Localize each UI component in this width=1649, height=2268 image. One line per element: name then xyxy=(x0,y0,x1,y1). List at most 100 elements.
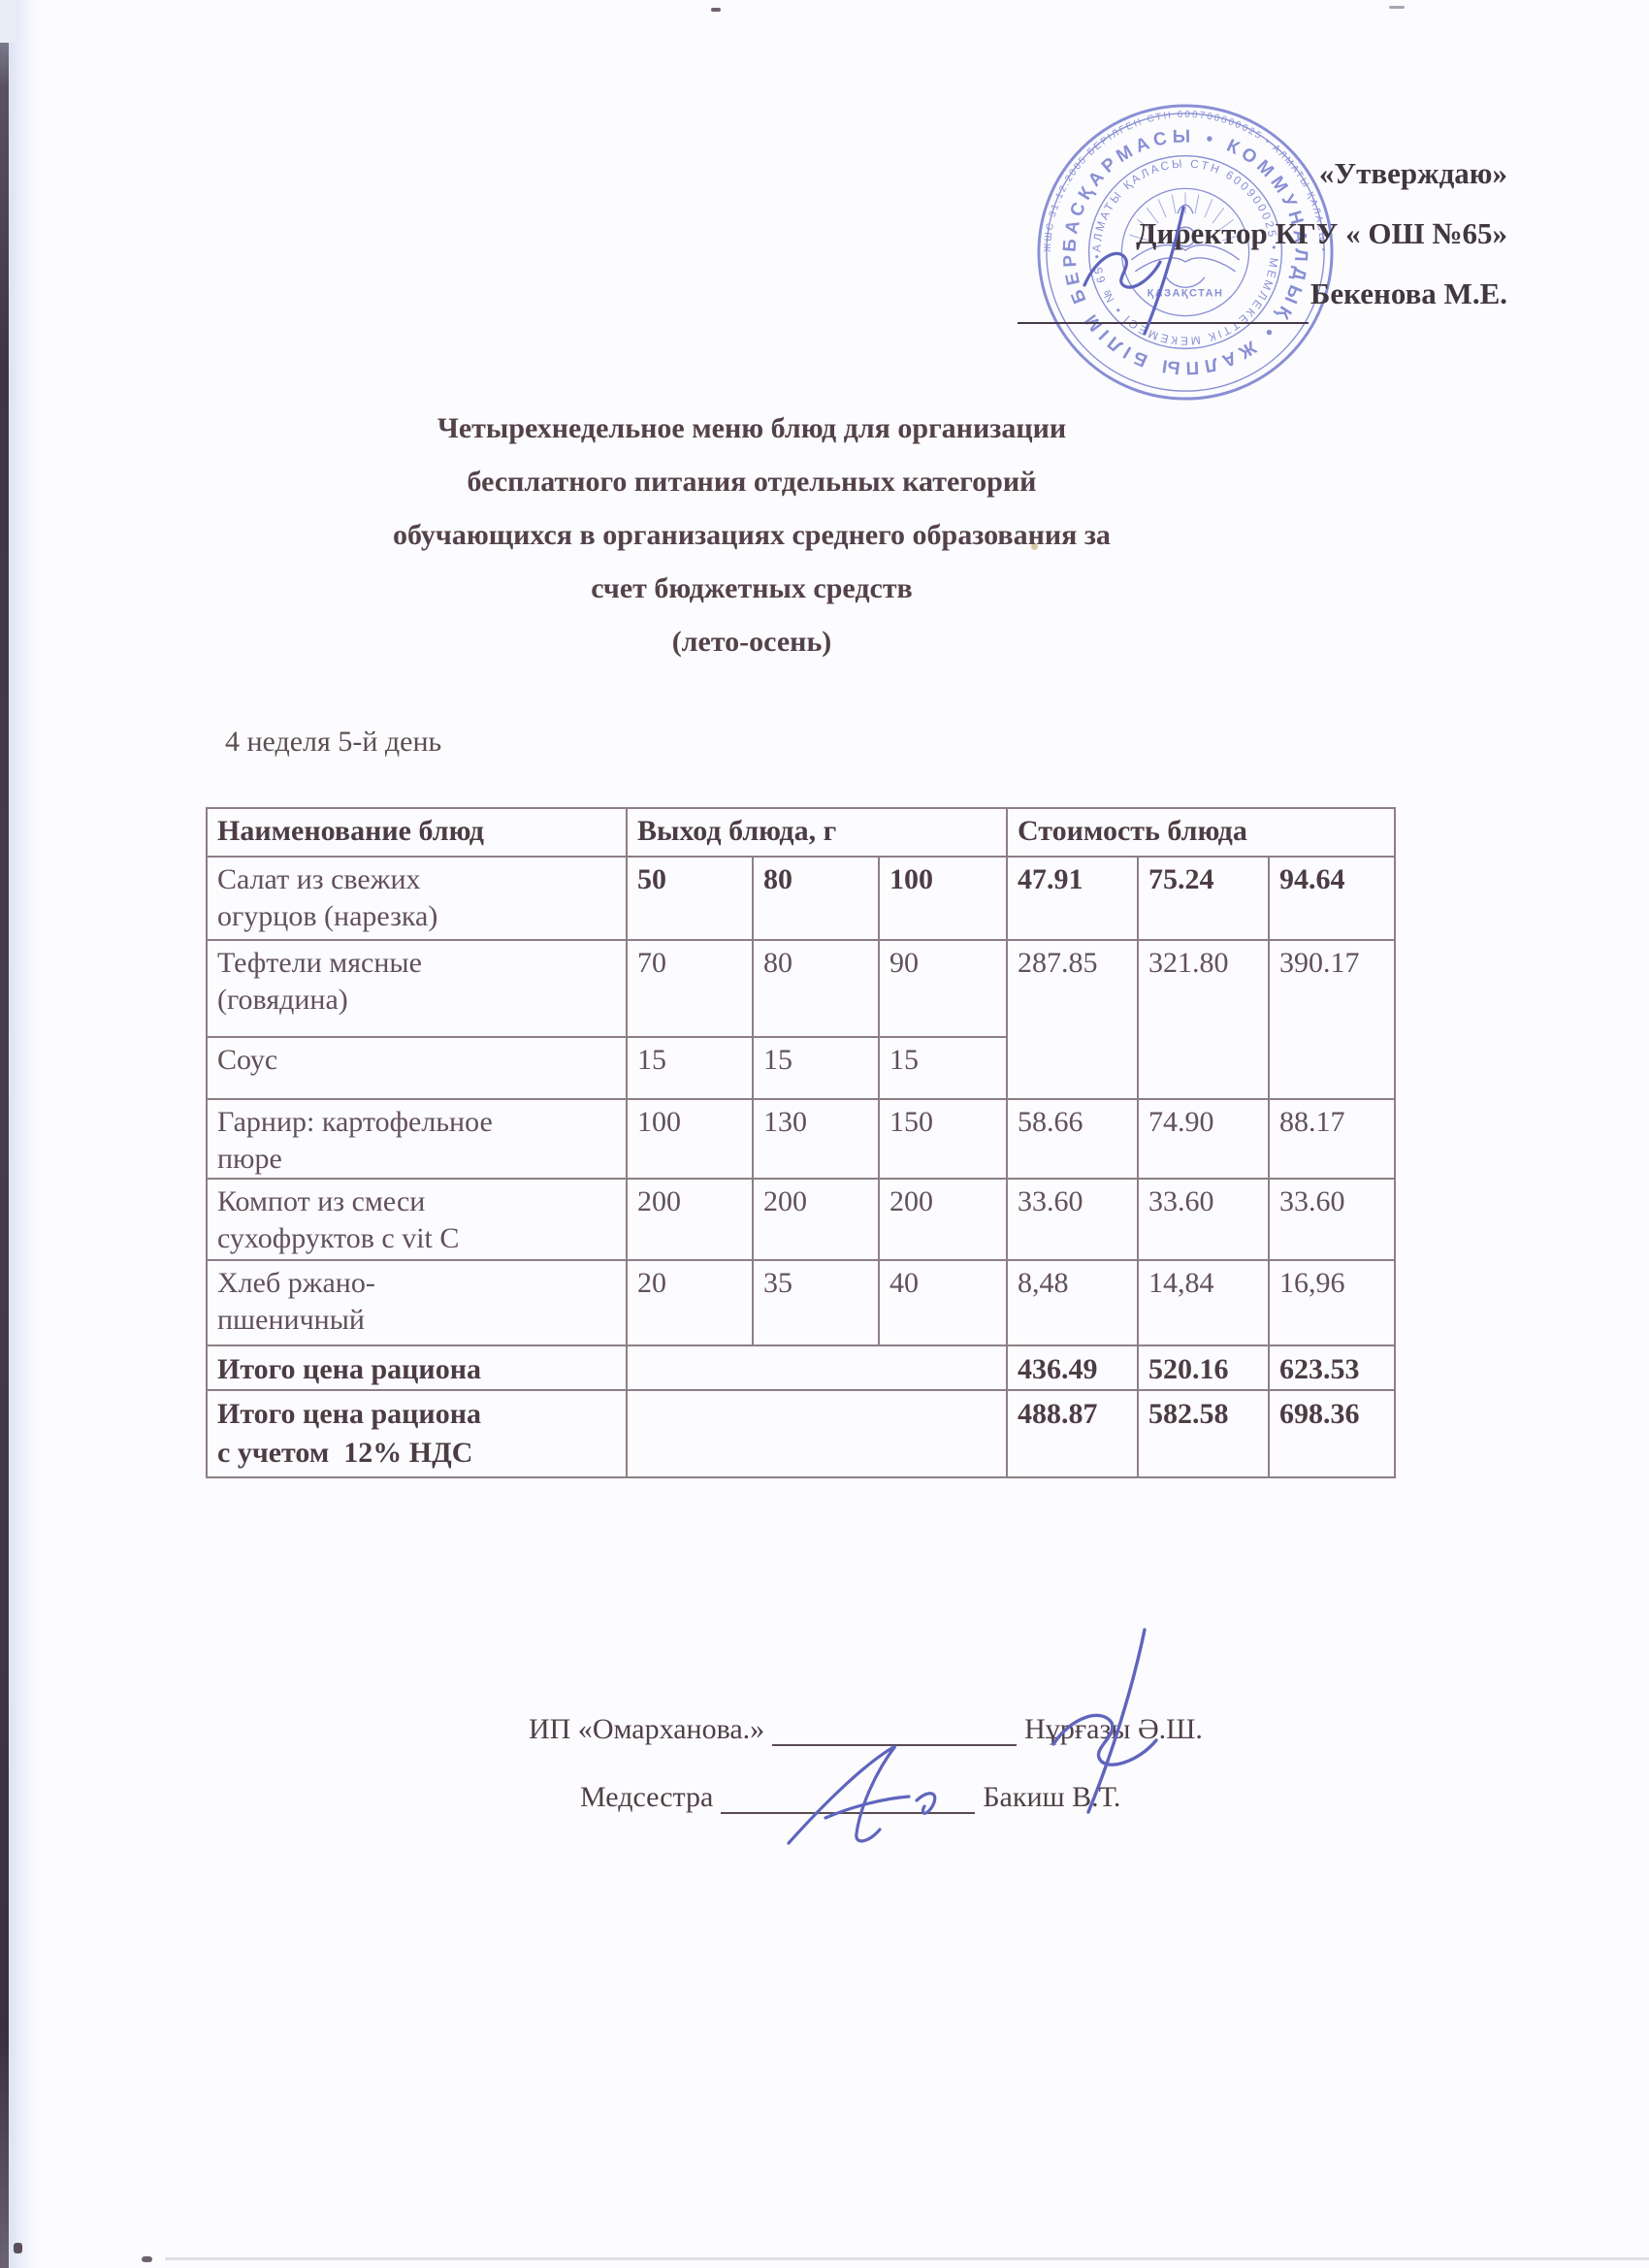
table-row-garnish: Гарнир: картофельное пюре 100 130 150 58… xyxy=(206,1098,1397,1180)
price-cell: 33.60 xyxy=(1268,1178,1397,1261)
nurse-label: Медсестра xyxy=(580,1781,714,1813)
dish-name-line: (говядина) xyxy=(217,984,348,1016)
approval-name: Бекенова М.Е. xyxy=(1310,276,1507,310)
total-label-line: Итого цена рациона xyxy=(217,1353,481,1385)
menu-table: Наименование блюд Выход блюда, г Стоимос… xyxy=(206,807,1397,1478)
title-line: счет бюджетных средств xyxy=(591,572,913,604)
scanner-edge-dark xyxy=(0,0,9,2268)
scan-speck xyxy=(14,2243,22,2253)
dish-name-cell: Компот из смеси сухофруктов с vit C xyxy=(206,1178,628,1261)
title-line: (лето-осень) xyxy=(671,626,832,658)
scan-speck xyxy=(1031,543,1038,550)
price-cell: 75.24 xyxy=(1137,856,1271,941)
weight-cell: 20 xyxy=(626,1259,754,1346)
empty-cell xyxy=(625,1389,1009,1478)
dish-name-line: пюре xyxy=(217,1143,282,1175)
stamp-center-text: ҚАЗАҚСТАН xyxy=(1148,288,1224,300)
weight-cell: 50 xyxy=(626,856,754,941)
dish-name-line: сухофруктов с vit C xyxy=(217,1222,460,1254)
dish-name-line: Компот из смеси xyxy=(217,1185,426,1217)
weight-cell: 40 xyxy=(877,1259,1009,1346)
weight-cell: 200 xyxy=(877,1178,1009,1261)
weight-cell: 200 xyxy=(626,1178,754,1261)
title-line: Четырехнедельное меню блюд для организац… xyxy=(436,412,1067,444)
weight-cell: 15 xyxy=(752,1036,880,1100)
table-row-total-vat: Итого цена рациона с учетом 12% НДС 488.… xyxy=(206,1389,1397,1478)
title-line: бесплатного питания отдельных категорий xyxy=(467,466,1037,498)
dish-name-line: Гарнир: картофельное xyxy=(217,1106,493,1138)
total-label-line: Итого цена рациона xyxy=(217,1398,481,1430)
director-signature-ink xyxy=(1083,206,1185,336)
dish-name-cell: Гарнир: картофельное пюре xyxy=(206,1098,628,1180)
weight-cell: 15 xyxy=(626,1036,754,1100)
total-price-cell: 436.49 xyxy=(1006,1345,1140,1391)
weight-cell: 200 xyxy=(752,1178,880,1261)
price-cell: 8,48 xyxy=(1006,1259,1140,1346)
weight-cell: 130 xyxy=(752,1098,880,1180)
weight-cell: 70 xyxy=(626,939,754,1038)
supplier-signature-ink xyxy=(1051,1628,1158,1814)
total-price-cell: 623.53 xyxy=(1268,1345,1397,1391)
weight-cell: 80 xyxy=(752,939,880,1038)
total-label-line: с учетом 12% НДС xyxy=(217,1437,473,1469)
col-header-cost: Стоимость блюда xyxy=(1006,807,1397,858)
weight-cell: 80 xyxy=(752,856,880,941)
dish-name-line: пшеничный xyxy=(217,1304,365,1336)
dish-name-cell: Соус xyxy=(206,1036,628,1100)
dish-name-line: Тефтели мясные xyxy=(217,947,422,979)
table-header-row: Наименование блюд Выход блюда, г Стоимос… xyxy=(206,807,1397,858)
approval-signature-row: Бекенова М.Е. xyxy=(1017,264,1507,324)
school-round-stamp-icon: ЖШС 31.12.2005 БЕРІЛГЕН СТН 600700000025… xyxy=(1037,104,1334,401)
dish-name-cell: Салат из свежих огурцов (нарезка) xyxy=(206,856,628,941)
scan-bottom-shadow xyxy=(165,2257,1649,2260)
supplier-label: ИП «Омарханова.» xyxy=(529,1713,765,1745)
price-cell: 74.90 xyxy=(1137,1098,1271,1180)
weight-cell: 15 xyxy=(877,1036,1009,1100)
total-price-cell: 698.36 xyxy=(1268,1389,1397,1478)
dish-name-line: Салат из свежих xyxy=(217,863,421,895)
price-cell: 390.17 xyxy=(1268,939,1397,1100)
approval-quote: «Утверждаю» xyxy=(1318,156,1507,190)
nurse-signature-line xyxy=(721,1773,976,1814)
total-vat-label-cell: Итого цена рациона с учетом 12% НДС xyxy=(206,1389,628,1478)
dish-name-line: огурцов (нарезка) xyxy=(217,900,438,932)
price-cell: 321.80 xyxy=(1137,939,1271,1100)
dish-name-line: Соус xyxy=(217,1044,278,1076)
dish-name-line: Хлеб ржано- xyxy=(217,1267,375,1299)
weight-cell: 100 xyxy=(877,856,1009,941)
weight-cell: 100 xyxy=(626,1098,754,1180)
scanner-corner xyxy=(0,0,16,43)
week-day-label: 4 неделя 5-й день xyxy=(225,726,442,758)
col-header-output: Выход блюда, г xyxy=(625,807,1009,858)
scan-speck xyxy=(711,8,721,12)
table-row-total: Итого цена рациона 436.49 520.16 623.53 xyxy=(206,1345,1397,1391)
price-cell: 33.60 xyxy=(1137,1178,1271,1261)
price-cell: 47.91 xyxy=(1006,856,1140,941)
title-line: обучающихся в организациях среднего обра… xyxy=(393,519,1111,551)
total-price-cell: 520.16 xyxy=(1137,1345,1271,1391)
total-label-cell: Итого цена рациона xyxy=(206,1345,628,1391)
total-price-cell: 488.87 xyxy=(1006,1389,1140,1478)
dish-name-cell: Тефтели мясные (говядина) xyxy=(206,939,628,1038)
table-row-bread: Хлеб ржано- пшеничный 20 35 40 8,48 14,8… xyxy=(206,1259,1397,1346)
approval-signature-line xyxy=(1017,277,1309,324)
col-header-dish: Наименование блюд xyxy=(206,807,628,858)
dish-name-cell: Хлеб ржано- пшеничный xyxy=(206,1259,628,1346)
document-title: Четырехнедельное меню блюд для организац… xyxy=(0,402,1504,668)
table-row-compote: Компот из смеси сухофруктов с vit C 200 … xyxy=(206,1178,1397,1261)
scanner-edge-light xyxy=(9,0,38,2268)
table-row-sauce: Соус 15 15 15 xyxy=(206,1036,1395,1100)
price-cell: 16,96 xyxy=(1268,1259,1397,1346)
price-cell: 14,84 xyxy=(1137,1259,1271,1346)
scan-speck xyxy=(142,2256,152,2262)
scan-speck xyxy=(1389,6,1405,9)
total-price-cell: 582.58 xyxy=(1137,1389,1271,1478)
weight-cell: 150 xyxy=(877,1098,1009,1180)
weight-cell: 90 xyxy=(877,939,1009,1038)
nurse-signature-ink xyxy=(787,1744,937,1845)
price-cell: 88.17 xyxy=(1268,1098,1397,1180)
price-cell: 287.85 xyxy=(1006,939,1140,1100)
price-cell: 33.60 xyxy=(1006,1178,1140,1261)
price-cell: 58.66 xyxy=(1006,1098,1140,1180)
